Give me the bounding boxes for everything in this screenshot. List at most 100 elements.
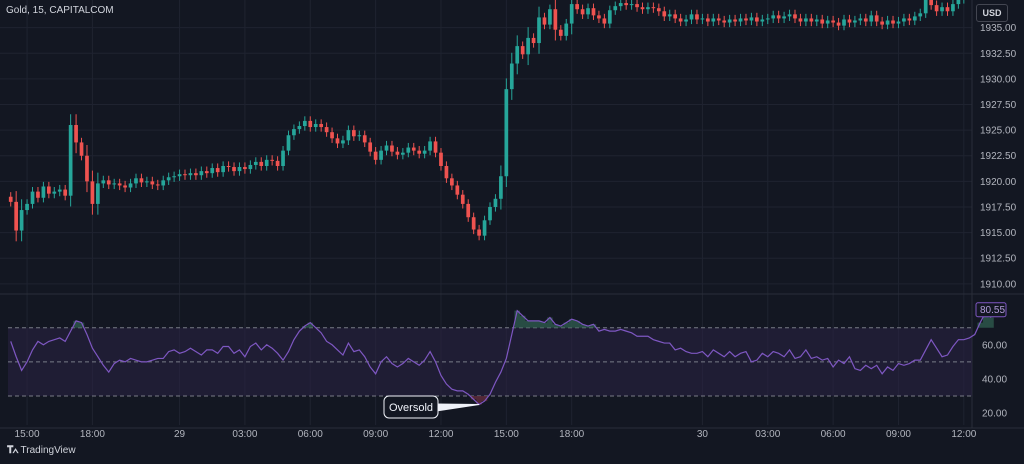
candle-body (41, 186, 46, 198)
candle-body (477, 229, 481, 236)
tradingview-logo-icon: 𝐓∧ (7, 445, 18, 456)
candle (259, 157, 264, 171)
candle-body (912, 16, 917, 21)
price-tick-label: 1920.00 (980, 177, 1017, 188)
candle-body (793, 14, 797, 19)
candle-body (237, 167, 242, 172)
candle (885, 15, 890, 30)
candle (542, 12, 547, 30)
price-tick-label: 1922.50 (980, 151, 1017, 162)
candle (934, 0, 939, 16)
candle-body (951, 4, 955, 12)
candle-body (509, 63, 514, 90)
candle (689, 9, 694, 25)
candle-body (586, 8, 590, 15)
candle-body (406, 147, 411, 153)
candle-body (580, 9, 585, 15)
candle (618, 0, 623, 11)
candle (384, 140, 389, 156)
candle (433, 136, 438, 158)
price-tick-label: 1912.50 (980, 254, 1017, 265)
time-tick-label: 18:00 (559, 429, 584, 440)
currency-button[interactable]: USD (976, 4, 1008, 22)
candle (41, 181, 46, 203)
candle (929, 0, 934, 10)
candle-body (460, 194, 465, 204)
candle (85, 144, 89, 193)
candle (123, 180, 127, 193)
price-tick-label: 1925.00 (980, 126, 1017, 137)
candle-body (155, 184, 160, 186)
candle-body (172, 176, 176, 178)
candle (379, 146, 383, 165)
candle (145, 176, 149, 187)
candle (428, 136, 432, 156)
candle-body (787, 14, 792, 17)
candle (940, 2, 944, 16)
candle-body (319, 123, 324, 128)
rsi-tick-label: 40.00 (982, 374, 1007, 385)
candle-body (646, 7, 650, 10)
candle (188, 168, 193, 180)
candle-body (809, 18, 814, 22)
candle (324, 122, 329, 137)
candle (896, 16, 901, 29)
price-tick-label: 1930.00 (980, 74, 1017, 85)
candle (253, 157, 258, 170)
time-tick-label: 12:00 (951, 429, 976, 440)
candle-body (128, 183, 133, 188)
candle-body (199, 171, 204, 176)
candle (68, 114, 73, 207)
candle-body (689, 14, 694, 20)
candle (450, 173, 454, 191)
candle-body (439, 152, 443, 166)
brand[interactable]: 𝐓∧ TradingView (7, 445, 76, 456)
price-tick-label: 1915.00 (980, 228, 1017, 239)
candle (591, 3, 596, 20)
candle-body (738, 18, 743, 22)
candle-body (548, 9, 552, 25)
rsi-current-value-box (975, 302, 1007, 318)
rsi-background-band (8, 327, 972, 396)
candle (8, 192, 13, 207)
candle (444, 161, 449, 183)
candle (613, 1, 618, 15)
symbol-title: Gold, 15, CAPITALCOM (6, 5, 114, 16)
candle (722, 15, 727, 28)
candle-body (384, 145, 389, 151)
candle-body (177, 174, 182, 177)
candle (765, 13, 770, 25)
candle (793, 9, 797, 24)
candle-body (760, 19, 765, 22)
candle (755, 12, 759, 27)
candle (52, 186, 57, 199)
candle (656, 3, 661, 16)
annotation-box (383, 395, 439, 419)
candle-body (695, 14, 699, 20)
candle (96, 172, 100, 215)
candle-body (798, 18, 803, 22)
candle-body (14, 201, 19, 231)
candle (918, 8, 923, 22)
candle (166, 172, 171, 185)
brand-label: TradingView (20, 445, 76, 456)
candle-body (488, 206, 492, 221)
candle-body (232, 167, 236, 172)
candle-body (335, 138, 340, 144)
rsi-line (10, 309, 992, 406)
candle (831, 15, 835, 28)
candle (787, 9, 792, 22)
candle (155, 179, 160, 191)
candle (504, 78, 509, 187)
candle-body (106, 180, 111, 185)
candle (411, 142, 416, 156)
candle-body (123, 185, 127, 188)
candle-body (874, 15, 879, 22)
candle (515, 35, 520, 75)
candle (221, 161, 225, 177)
candle-body (74, 125, 78, 143)
time-tick-label: 06:00 (298, 429, 323, 440)
candle-body (166, 177, 171, 181)
candle (19, 199, 24, 242)
